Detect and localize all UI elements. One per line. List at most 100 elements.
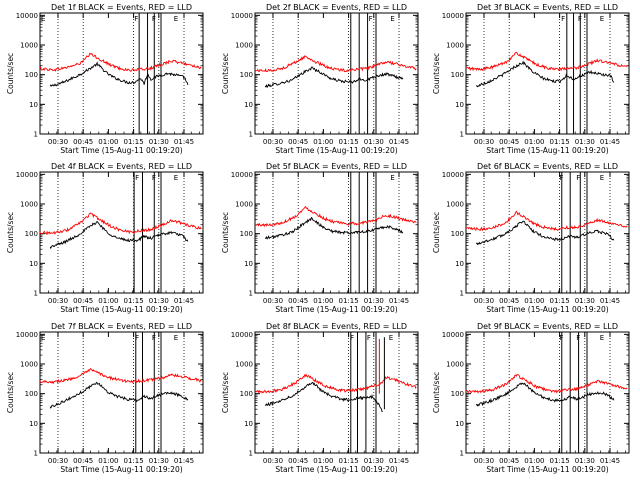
flag-label: F — [135, 334, 139, 342]
chart-title: Det 2f BLACK = Events, RED = LLD — [266, 3, 407, 12]
x-tick-label: 01:30 — [364, 138, 384, 146]
y-tick-label: 10 — [244, 101, 253, 109]
y-tick-label: 10 — [455, 420, 464, 428]
y-tick-label: 1 — [34, 290, 38, 298]
y-tick-label: 1000 — [235, 201, 253, 209]
x-tick-label: 01:15 — [124, 138, 144, 146]
x-tick-label: 00:30 — [474, 138, 494, 146]
y-axis-label: Counts/sec — [221, 212, 230, 253]
events-series-line — [49, 220, 189, 250]
flag-label: F — [152, 174, 156, 182]
x-tick-label: 01:45 — [389, 297, 409, 305]
x-tick-label: 01:15 — [550, 297, 570, 305]
x-tick-label: 01:15 — [550, 457, 570, 465]
y-axis-label: Counts/sec — [6, 372, 15, 413]
y-tick-label: 1 — [460, 131, 464, 139]
y-tick-label: 1000 — [235, 42, 253, 50]
events-series-line — [264, 66, 404, 89]
x-tick-label: 01:30 — [364, 457, 384, 465]
x-tick-label: 01:30 — [149, 138, 169, 146]
x-tick-label: 00:30 — [263, 138, 283, 146]
x-tick-label: 01:30 — [575, 457, 595, 465]
x-axis-label: Start Time (15-Aug-11 00:19:20) — [60, 465, 182, 474]
x-tick-label: 00:30 — [48, 457, 68, 465]
y-tick-label: 1 — [460, 450, 464, 458]
corner-flag-label: E — [41, 15, 45, 23]
y-tick-label: 1 — [34, 131, 38, 139]
y-tick-label: 10000 — [442, 12, 464, 20]
x-tick-label: 00:45 — [288, 457, 308, 465]
lld-series-line — [39, 52, 202, 72]
x-axis-label: Start Time (15-Aug-11 00:19:20) — [275, 305, 397, 314]
y-tick-label: 1 — [460, 290, 464, 298]
chart-title: Det 7f BLACK = Events, RED = LLD — [51, 322, 192, 331]
x-tick-label: 00:45 — [73, 297, 93, 305]
x-tick-label: 01:00 — [98, 457, 118, 465]
y-tick-label: 100 — [25, 390, 38, 398]
y-tick-label: 10 — [29, 420, 38, 428]
x-tick-label: 00:45 — [499, 457, 519, 465]
x-tick-label: 00:45 — [288, 138, 308, 146]
x-axis-label: Start Time (15-Aug-11 00:19:20) — [486, 146, 608, 155]
y-axis-label: Counts/sec — [432, 212, 441, 253]
y-tick-label: 100 — [240, 390, 253, 398]
y-tick-label: 10 — [244, 260, 253, 268]
y-tick-label: 1 — [249, 450, 253, 458]
flag-label: E — [600, 15, 604, 23]
x-axis-label: Start Time (15-Aug-11 00:19:20) — [275, 465, 397, 474]
x-tick-label: 01:45 — [174, 457, 194, 465]
y-tick-label: 10 — [455, 101, 464, 109]
y-tick-label: 100 — [25, 230, 38, 238]
events-series-line — [264, 381, 383, 412]
x-tick-label: 01:45 — [174, 138, 194, 146]
chart-title: Det 5f BLACK = Events, RED = LLD — [266, 162, 407, 171]
chart-panel: Det 6f BLACK = Events, RED = LLD F F E 1 10 10… — [432, 162, 630, 314]
x-tick-label: 01:15 — [124, 457, 144, 465]
flag-label: F — [369, 15, 373, 23]
x-tick-label: 00:30 — [474, 297, 494, 305]
y-tick-label: 100 — [25, 71, 38, 79]
x-tick-label: 01:45 — [600, 297, 620, 305]
y-tick-label: 10000 — [231, 331, 253, 339]
y-axis-label: Counts/sec — [6, 53, 15, 94]
x-tick-label: 01:15 — [339, 457, 359, 465]
y-tick-label: 1000 — [235, 361, 253, 369]
y-tick-label: 100 — [451, 390, 464, 398]
y-axis-label: Counts/sec — [221, 372, 230, 413]
x-tick-label: 00:45 — [499, 138, 519, 146]
plot-frame — [39, 171, 204, 294]
flag-label: E — [390, 174, 394, 182]
x-tick-label: 01:00 — [98, 138, 118, 146]
events-series-line — [49, 381, 189, 409]
y-tick-label: 1000 — [20, 201, 38, 209]
y-tick-label: 100 — [451, 230, 464, 238]
x-tick-label: 01:15 — [550, 138, 570, 146]
y-axis-label: Counts/sec — [221, 53, 230, 94]
x-tick-label: 00:30 — [48, 297, 68, 305]
y-tick-label: 10000 — [231, 12, 253, 20]
y-tick-label: 100 — [451, 71, 464, 79]
x-tick-label: 01:45 — [389, 457, 409, 465]
x-tick-label: 01:15 — [339, 138, 359, 146]
flag-label: F — [350, 334, 354, 342]
x-tick-label: 00:45 — [288, 297, 308, 305]
flag-label: F — [559, 334, 563, 342]
y-tick-label: 10000 — [231, 171, 253, 179]
x-tick-label: 00:30 — [48, 138, 68, 146]
x-tick-label: 01:30 — [364, 297, 384, 305]
flag-label: F — [152, 15, 156, 23]
x-tick-label: 01:45 — [389, 138, 409, 146]
y-tick-label: 100 — [240, 230, 253, 238]
chart-panel: Det 2f BLACK = Events, RED = LLD F E 1 10 100… — [221, 3, 419, 155]
y-tick-label: 1000 — [446, 361, 464, 369]
events-series-line — [49, 61, 189, 87]
y-tick-label: 10000 — [16, 171, 38, 179]
lld-series-line — [39, 367, 202, 385]
x-tick-label: 00:45 — [73, 457, 93, 465]
y-tick-label: 1 — [34, 450, 38, 458]
flag-label: F — [134, 15, 138, 23]
x-axis-label: Start Time (15-Aug-11 00:19:20) — [486, 465, 608, 474]
chart-title: Det 1f BLACK = Events, RED = LLD — [51, 3, 192, 12]
corner-flag-label: E — [41, 334, 45, 342]
